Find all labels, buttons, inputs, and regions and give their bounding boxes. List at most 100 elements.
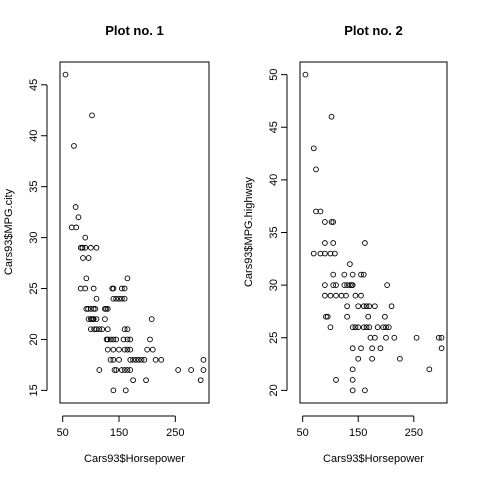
data-point: [369, 355, 375, 362]
data-point: [360, 303, 367, 310]
data-point: [90, 306, 97, 312]
y-axis-label: Cars93$MPG.highway: [243, 176, 255, 287]
data-point: [332, 250, 338, 257]
data-point: [365, 313, 372, 320]
data-point: [116, 295, 122, 302]
x-tick-label: 50: [57, 427, 69, 439]
data-point: [349, 282, 356, 288]
y-tick-label: 30: [28, 231, 40, 243]
data-point: [310, 145, 317, 152]
points-group: [62, 71, 207, 394]
data-point: [110, 285, 117, 292]
data-point: [344, 313, 350, 320]
data-point: [152, 356, 159, 363]
data-point: [148, 316, 155, 322]
data-point: [302, 71, 309, 78]
data-point: [111, 367, 118, 373]
y-tick-label: 35: [268, 226, 280, 238]
data-point: [384, 282, 390, 288]
data-point: [175, 367, 181, 373]
data-point: [85, 255, 92, 261]
data-point: [93, 295, 100, 302]
y-tick-label: 45: [268, 121, 280, 133]
data-point: [104, 346, 111, 353]
data-point: [324, 313, 331, 320]
y-tick-label: 25: [268, 332, 280, 344]
data-point: [328, 113, 335, 120]
data-point: [118, 285, 125, 292]
x-axis-label: Cars93$Horsepower: [323, 453, 424, 465]
x-axis-label: Cars93$Horsepower: [84, 453, 185, 465]
y-tick-label: 20: [268, 384, 280, 396]
data-point: [391, 334, 398, 341]
data-point: [90, 316, 97, 322]
data-point: [355, 355, 362, 362]
data-point: [322, 282, 328, 288]
data-point: [99, 326, 105, 333]
data-point: [107, 356, 114, 363]
data-point: [352, 324, 359, 331]
data-point: [110, 295, 117, 302]
data-point: [104, 336, 111, 343]
data-point: [120, 336, 127, 343]
data-point: [83, 275, 90, 282]
data-point: [383, 324, 389, 331]
data-point: [327, 292, 334, 299]
x-tick-label: 250: [405, 427, 423, 439]
y-axis: 20 25 30 35 40 45 50: [268, 69, 288, 396]
data-point: [377, 345, 384, 352]
y-axis: 15 20 25 30 35 40 45: [28, 79, 48, 396]
data-point: [358, 292, 364, 299]
data-point: [116, 356, 122, 363]
plot-frame: [299, 61, 448, 404]
data-point: [149, 346, 156, 353]
data-point: [102, 316, 108, 322]
data-point: [85, 306, 91, 312]
data-point: [75, 214, 82, 221]
data-point: [330, 219, 337, 225]
data-point: [200, 367, 207, 373]
data-point: [127, 356, 134, 363]
y-tick-label: 35: [28, 181, 40, 193]
data-point: [92, 306, 99, 312]
data-point: [121, 326, 128, 333]
data-point: [107, 336, 114, 343]
data-point: [82, 285, 89, 292]
data-point: [72, 204, 79, 210]
data-point: [388, 303, 395, 310]
y-axis-label: Cars93$MPG.city: [3, 188, 15, 275]
data-point: [133, 356, 139, 363]
data-point: [349, 376, 356, 383]
data-point: [363, 303, 370, 310]
data-point: [121, 346, 128, 353]
data-point: [138, 356, 145, 363]
data-point: [322, 292, 328, 299]
data-point: [118, 295, 125, 302]
data-point: [124, 326, 131, 333]
data-point: [127, 367, 134, 373]
plot-title: Plot no. 1: [105, 23, 164, 38]
data-point: [96, 326, 103, 333]
data-point: [88, 326, 94, 333]
data-point: [330, 271, 337, 278]
plot-title: Plot no. 2: [344, 23, 403, 38]
data-point: [435, 334, 442, 341]
data-point: [116, 346, 122, 353]
data-point: [144, 346, 151, 353]
data-point: [110, 346, 117, 353]
data-point: [103, 306, 109, 312]
data-point: [147, 336, 153, 343]
y-tick-label: 45: [28, 79, 40, 91]
data-point: [143, 377, 149, 384]
x-axis: 50 150 250: [57, 415, 185, 439]
data-point: [104, 306, 111, 312]
data-point: [360, 324, 367, 331]
data-point: [124, 275, 131, 282]
data-point: [333, 282, 339, 288]
data-point: [349, 271, 356, 278]
y-tick-label: 30: [268, 279, 280, 291]
data-point: [349, 345, 356, 352]
data-point: [130, 356, 136, 363]
points-group: [302, 71, 445, 394]
